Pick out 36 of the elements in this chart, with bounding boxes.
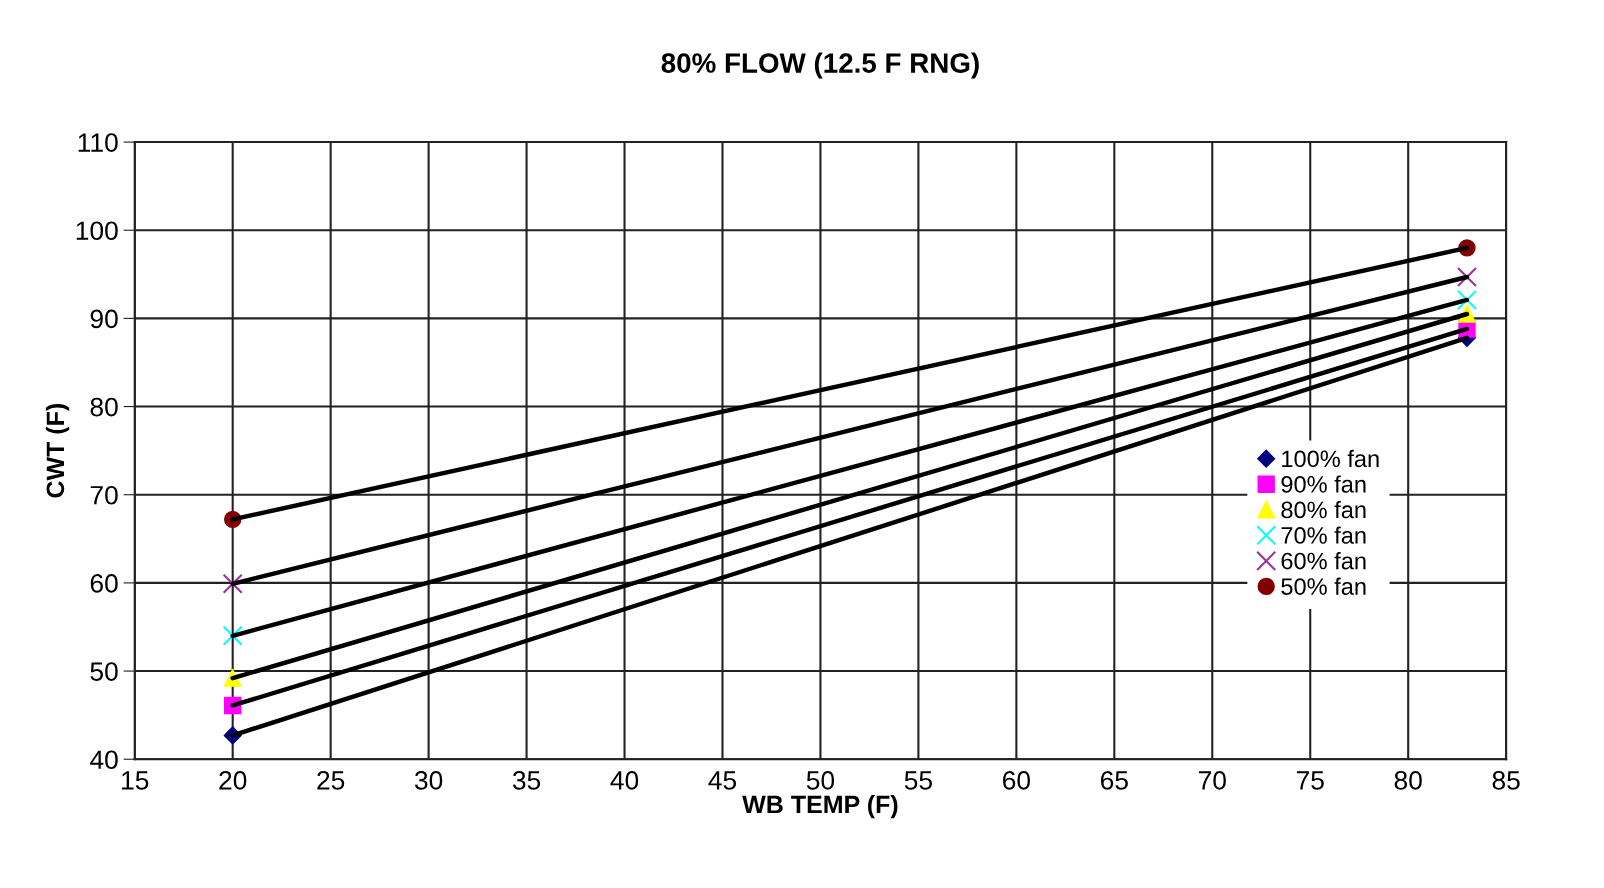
point <box>1456 266 1478 288</box>
y-tick-label: 110 <box>78 133 118 152</box>
legend-label: 100% fan <box>1282 449 1379 468</box>
x-tick-label: 55 <box>904 771 932 790</box>
x-tick-label: 35 <box>512 771 541 790</box>
chart-title: 80% FLOW (12.5 F RNG) <box>661 52 979 79</box>
y-tick-label: 40 <box>90 750 118 770</box>
x-tick-label: 15 <box>122 771 149 790</box>
y-tick-label: 60 <box>90 574 118 593</box>
x-tick-label: 50 <box>806 771 835 790</box>
point <box>222 573 243 594</box>
x-tick-label: 75 <box>1296 771 1324 790</box>
x-tick-label: 85 <box>1492 771 1520 790</box>
x-tick-label: 65 <box>1100 771 1128 790</box>
y-axis-title: CWT (F) <box>45 404 70 498</box>
legend-label: 50% fan <box>1281 577 1366 595</box>
x-tick-label: 45 <box>708 771 737 790</box>
legend-label: 60% fan <box>1281 552 1366 570</box>
legend-label: 80% fan <box>1281 500 1366 519</box>
x-tick-label: 60 <box>1003 771 1031 790</box>
x-tick-label: 30 <box>414 771 443 790</box>
y-tick-label: 70 <box>90 485 118 505</box>
point <box>1456 289 1478 310</box>
x-tick-label: 80 <box>1394 771 1422 790</box>
x-tick-label: 20 <box>219 771 247 790</box>
y-tick-label: 90 <box>90 309 118 329</box>
x-tick-label: 25 <box>317 771 345 790</box>
point <box>222 625 243 646</box>
legend-label: 70% fan <box>1281 526 1366 544</box>
legend-label: 90% fan <box>1281 475 1366 493</box>
x-tick-label: 70 <box>1198 771 1226 790</box>
x-axis-title: WB TEMP (F) <box>742 794 898 819</box>
y-tick-label: 100 <box>76 221 118 241</box>
x-tick-label: 40 <box>610 771 639 790</box>
y-tick-label: 80 <box>90 397 118 417</box>
y-tick-label: 50 <box>90 662 118 681</box>
